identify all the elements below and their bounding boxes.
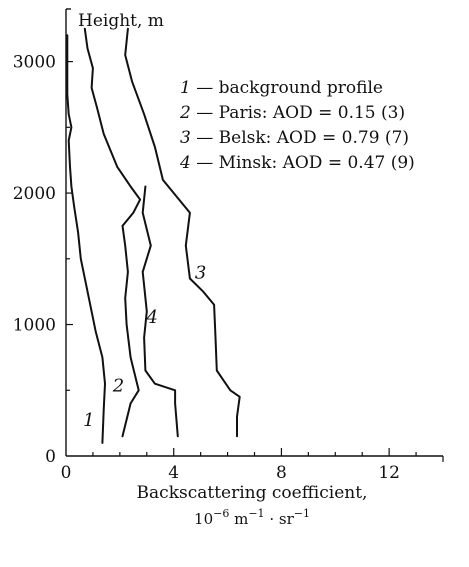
unit-m: m	[229, 510, 248, 528]
legend-entry-4: 4 — Minsk: AOD = 0.47 (9)	[179, 153, 415, 173]
x-axis-unit: 10−6 m−1 · sr−1	[194, 507, 310, 528]
series-line-1	[66, 34, 106, 444]
legend-num-3: 3	[180, 128, 191, 148]
legend-num-2: 2	[179, 103, 191, 123]
legend-label-3: — Belsk: AOD = 0.79 (7)	[191, 128, 409, 148]
x-tick-label: 8	[276, 463, 287, 483]
x-axis-title: Backscattering coefficient,	[137, 483, 368, 503]
legend-label-1: — background profile	[191, 78, 383, 98]
legend-entry-1: 1 — background profile	[180, 78, 383, 98]
legend-label-4: — Minsk: AOD = 0.47 (9)	[191, 153, 415, 173]
series-line-3	[124, 27, 241, 438]
legend-num-4: 4	[179, 153, 191, 173]
x-tick-label: 0	[61, 463, 72, 483]
x-tick-label: 12	[378, 463, 400, 483]
curve-label-4: 4	[145, 307, 157, 328]
series-line-4	[141, 185, 179, 438]
y-tick-label: 0	[45, 447, 56, 467]
y-tick-label: 1000	[13, 316, 56, 336]
series-group	[66, 27, 241, 444]
unit-sr: · sr	[265, 510, 295, 528]
legend-entry-3: 3 — Belsk: AOD = 0.79 (7)	[180, 128, 409, 148]
unit-base: 10	[194, 510, 213, 528]
curve-label-1: 1	[83, 410, 94, 431]
unit-base-exp: −6	[213, 507, 229, 520]
unit-sr-exp: −1	[294, 507, 310, 520]
legend-label-2: — Paris: AOD = 0.15 (3)	[191, 103, 405, 123]
y-tick-label: 2000	[13, 184, 56, 204]
curve-label-3: 3	[195, 263, 206, 284]
x-tick-label: 4	[168, 463, 179, 483]
series-line-2	[83, 27, 142, 438]
curve-label-2: 2	[112, 376, 124, 397]
legend: 1 — background profile 2 — Paris: AOD = …	[179, 78, 415, 173]
legend-entry-2: 2 — Paris: AOD = 0.15 (3)	[179, 103, 405, 123]
y-tick-label: 3000	[13, 53, 56, 73]
curve-labels: 12 3 4	[83, 263, 206, 431]
y-axis-title: Height, m	[78, 11, 164, 31]
legend-num-1: 1	[180, 78, 191, 98]
unit-m-exp: −1	[248, 507, 264, 520]
